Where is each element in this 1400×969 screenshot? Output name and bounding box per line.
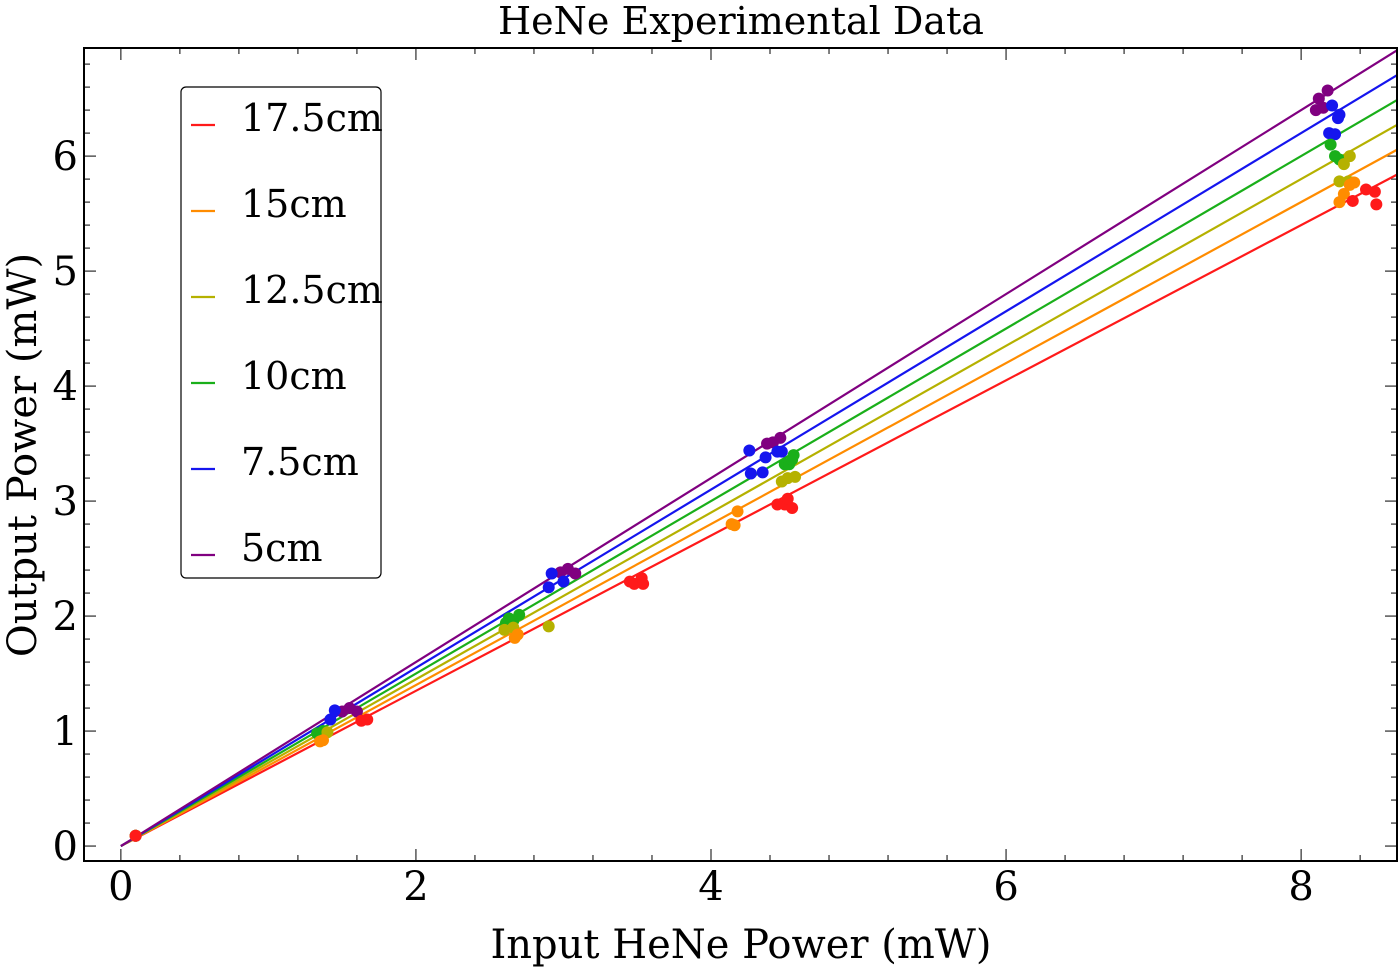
data-point (1329, 128, 1342, 141)
x-tick-label: 2 (403, 864, 428, 910)
data-point (759, 451, 772, 464)
data-point (744, 467, 757, 480)
data-point (1370, 198, 1383, 211)
data-point (513, 608, 526, 621)
data-point (731, 505, 744, 518)
data-point (1346, 194, 1359, 207)
data-point (324, 713, 337, 726)
data-point (781, 492, 794, 505)
data-point (775, 445, 788, 458)
x-tick-label: 0 (108, 864, 133, 910)
legend-label: 5cm (241, 526, 323, 570)
data-point (545, 567, 558, 580)
legend-label: 12.5cm (241, 268, 383, 312)
data-point (743, 444, 756, 457)
data-point (1337, 188, 1350, 201)
data-point (569, 567, 582, 580)
data-point (1348, 176, 1361, 189)
data-point (350, 705, 363, 718)
data-point (1368, 185, 1381, 198)
legend-label: 7.5cm (241, 440, 359, 484)
data-point (787, 449, 800, 462)
legend-label: 17.5cm (241, 96, 383, 140)
fit-line-15cm (120, 148, 1398, 848)
data-point (542, 620, 555, 633)
x-axis-label: Input HeNe Power (mW) (490, 922, 991, 968)
data-point (1333, 108, 1346, 121)
chart-title: HeNe Experimental Data (498, 0, 984, 43)
data-point (1312, 92, 1325, 105)
x-tick-label: 6 (993, 864, 1018, 910)
x-tick-label: 4 (698, 864, 723, 910)
data-point (756, 466, 769, 479)
data-point (1333, 175, 1346, 188)
data-point (1324, 138, 1337, 151)
plot-frame (83, 47, 1398, 862)
data-point (728, 519, 741, 532)
y-tick-label: 1 (53, 709, 78, 755)
y-tick-label: 4 (53, 364, 78, 410)
tick-labels: 0 2 4 6 8 0 1 2 3 4 5 6 (53, 134, 1314, 910)
data-point (1326, 99, 1339, 112)
data-point (316, 734, 329, 747)
legend-box (180, 86, 382, 579)
fit-line-12.5cm (120, 123, 1398, 848)
y-axis-label: Output Power (mW) (0, 253, 46, 657)
y-tick-label: 2 (53, 594, 78, 640)
data-point (557, 575, 570, 588)
legend-label: 10cm (241, 354, 347, 398)
data-point (637, 577, 650, 590)
data-point (789, 470, 802, 483)
y-tick-label: 6 (53, 134, 78, 180)
data-point (511, 628, 524, 641)
data-point (774, 431, 787, 444)
data-point (361, 713, 374, 726)
legend: 17.5cm 15cm 12.5cm 10cm 7.5cm 5cm (180, 86, 383, 579)
data-point (542, 581, 555, 594)
y-tick-label: 0 (53, 824, 78, 870)
data-point (1321, 84, 1334, 97)
data-point (786, 501, 799, 514)
x-tick-label: 8 (1288, 864, 1313, 910)
data-point (129, 829, 142, 842)
fit-line-17.5cm (120, 173, 1398, 848)
data-point (1343, 150, 1356, 163)
legend-label: 15cm (241, 182, 347, 226)
y-tick-label: 3 (53, 479, 78, 525)
data-points (129, 84, 1383, 842)
y-tick-label: 5 (53, 249, 78, 295)
data-point (328, 704, 341, 717)
